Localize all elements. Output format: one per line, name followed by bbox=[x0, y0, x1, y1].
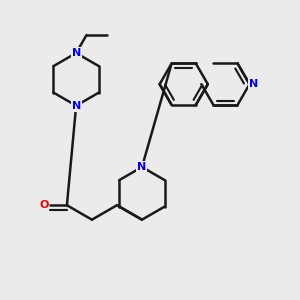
Text: N: N bbox=[137, 162, 147, 172]
Text: O: O bbox=[39, 200, 49, 210]
Text: N: N bbox=[71, 48, 81, 58]
Text: N: N bbox=[249, 79, 258, 89]
Text: N: N bbox=[71, 101, 81, 111]
